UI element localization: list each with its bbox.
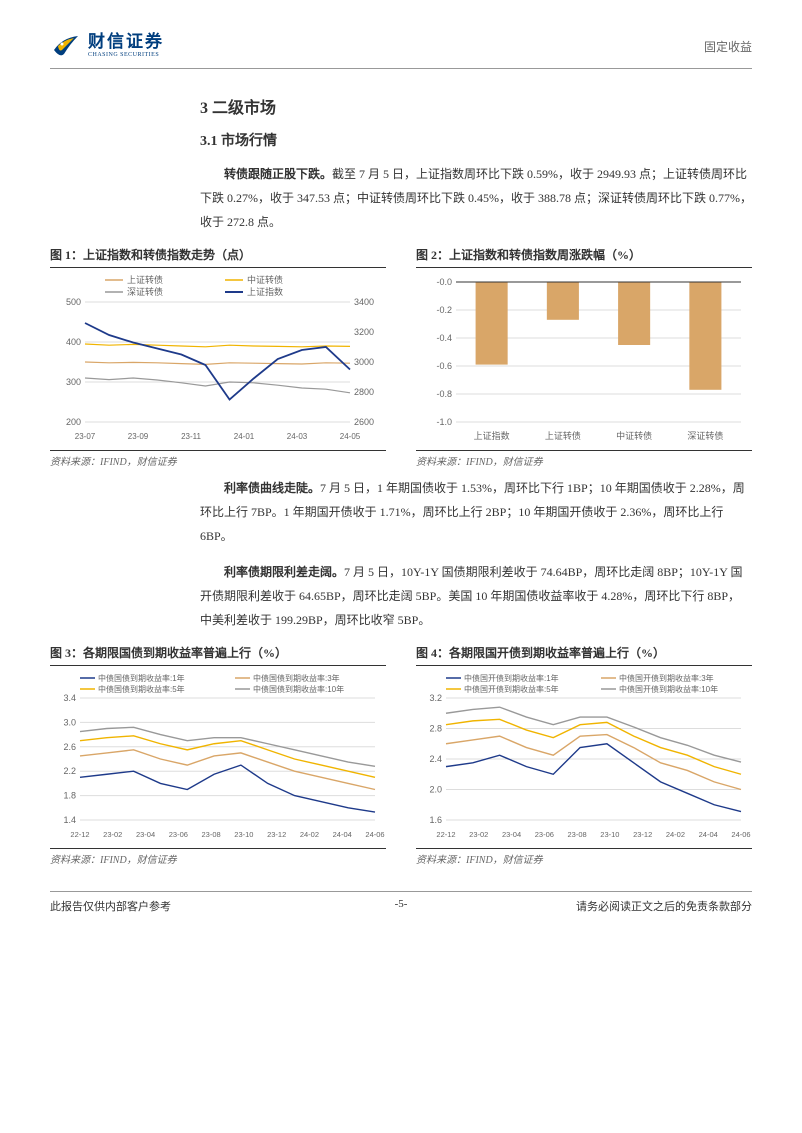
svg-text:2800: 2800 — [354, 387, 374, 397]
svg-text:200: 200 — [66, 417, 81, 427]
svg-text:中证转债: 中证转债 — [247, 274, 283, 285]
svg-text:23-02: 23-02 — [469, 830, 488, 839]
footer-left: 此报告仅供内部客户参考 — [50, 898, 171, 914]
svg-text:-0.6: -0.6 — [436, 361, 452, 371]
svg-text:2600: 2600 — [354, 417, 374, 427]
svg-text:2.0: 2.0 — [429, 785, 442, 795]
svg-text:24-03: 24-03 — [287, 432, 308, 441]
chart4-svg: 中债国开债到期收益率:1年 中债国开债到期收益率:3年中债国开债到期收益率:5年 中… — [416, 670, 751, 845]
svg-text:1.6: 1.6 — [429, 815, 442, 825]
svg-text:24-02: 24-02 — [666, 830, 685, 839]
paragraph-2: 利率债曲线走陡。7 月 5 日，1 年期国债收于 1.53%，周环比下行 1BP… — [200, 476, 752, 548]
svg-text:3.4: 3.4 — [63, 693, 76, 703]
logo-icon — [50, 30, 82, 62]
svg-text:上证转债: 上证转债 — [127, 274, 163, 285]
chart3-title: 图 3：各期限国债到期收益率普遍上行（%） — [50, 644, 386, 661]
svg-text:3.0: 3.0 — [63, 717, 76, 727]
svg-text:中债国开债到期收益率:3年: 中债国开债到期收益率:3年 — [619, 673, 714, 683]
svg-text:中债国债到期收益率:10年: 中债国债到期收益率:10年 — [253, 684, 344, 694]
svg-text:1.4: 1.4 — [63, 815, 76, 825]
svg-text:上证转债: 上证转债 — [545, 430, 581, 441]
chart1-svg: 上证转债 中证转债深证转债 上证指数 200 300 400 500 2600 2800 3000… — [50, 272, 385, 447]
svg-text:上证指数: 上证指数 — [474, 430, 510, 441]
svg-text:-1.0: -1.0 — [436, 417, 452, 427]
svg-text:23-04: 23-04 — [502, 830, 521, 839]
svg-text:23-02: 23-02 — [103, 830, 122, 839]
svg-text:3.2: 3.2 — [429, 693, 442, 703]
svg-text:2.6: 2.6 — [63, 742, 76, 752]
svg-text:23-08: 23-08 — [202, 830, 221, 839]
svg-text:中债国开债到期收益率:10年: 中债国开债到期收益率:10年 — [619, 684, 718, 694]
svg-text:中债国债到期收益率:1年: 中债国债到期收益率:1年 — [98, 673, 185, 683]
svg-text:3400: 3400 — [354, 297, 374, 307]
svg-text:24-06: 24-06 — [365, 830, 384, 839]
chart3-source: 资料来源：IFIND，财信证券 — [50, 848, 386, 866]
svg-text:500: 500 — [66, 297, 81, 307]
svg-text:中债国债到期收益率:5年: 中债国债到期收益率:5年 — [98, 684, 185, 694]
chart2-svg: -1.0 -0.8 -0.6 -0.4 -0.2 -0.0 上证指数 上证转债 中证转债 深证转债 — [416, 272, 751, 447]
svg-text:23-06: 23-06 — [535, 830, 554, 839]
brand-name-cn: 财信证券 — [88, 33, 164, 52]
section-heading: 3 二级市场 — [200, 94, 752, 118]
svg-text:23-08: 23-08 — [568, 830, 587, 839]
svg-text:23-07: 23-07 — [75, 432, 96, 441]
subsection-heading: 3.1 市场行情 — [200, 130, 752, 150]
paragraph-1: 转债跟随正股下跌。截至 7 月 5 日，上证指数周环比下跌 0.59%，收于 2… — [200, 162, 752, 234]
svg-text:中债国开债到期收益率:1年: 中债国开债到期收益率:1年 — [464, 673, 559, 683]
header-section: 固定收益 — [704, 38, 752, 55]
svg-text:24-01: 24-01 — [234, 432, 255, 441]
svg-text:24-02: 24-02 — [300, 830, 319, 839]
svg-text:300: 300 — [66, 377, 81, 387]
svg-text:22-12: 22-12 — [436, 830, 455, 839]
svg-text:23-10: 23-10 — [234, 830, 253, 839]
svg-text:24-05: 24-05 — [340, 432, 361, 441]
svg-text:中债国开债到期收益率:5年: 中债国开债到期收益率:5年 — [464, 684, 559, 694]
svg-text:23-06: 23-06 — [169, 830, 188, 839]
brand-name-en: CHASING SECURITIES — [88, 52, 164, 59]
svg-text:24-04: 24-04 — [333, 830, 352, 839]
page-footer: 此报告仅供内部客户参考 -5- 请务必阅读正文之后的免责条款部分 — [50, 891, 752, 914]
svg-text:23-11: 23-11 — [181, 432, 201, 441]
paragraph-3: 利率债期限利差走阔。7 月 5 日，10Y-1Y 国债期限利差收于 74.64B… — [200, 560, 752, 632]
svg-text:23-12: 23-12 — [633, 830, 652, 839]
chart4-title: 图 4：各期限国开债到期收益率普遍上行（%） — [416, 644, 752, 661]
chart4-source: 资料来源：IFIND，财信证券 — [416, 848, 752, 866]
svg-text:2.8: 2.8 — [429, 724, 442, 734]
svg-text:22-12: 22-12 — [70, 830, 89, 839]
svg-text:中证转债: 中证转债 — [616, 430, 652, 441]
footer-page-num: -5- — [395, 898, 408, 910]
brand-logo: 财信证券 CHASING SECURITIES — [50, 30, 164, 62]
svg-text:400: 400 — [66, 337, 81, 347]
svg-text:23-09: 23-09 — [128, 432, 149, 441]
chart1-source: 资料来源：IFIND，财信证券 — [50, 450, 386, 468]
svg-text:2.4: 2.4 — [429, 754, 442, 764]
svg-text:-0.2: -0.2 — [436, 305, 452, 315]
chart2-source: 资料来源：IFIND，财信证券 — [416, 450, 752, 468]
chart2-title: 图 2：上证指数和转债指数周涨跌幅（%） — [416, 246, 752, 263]
svg-text:23-10: 23-10 — [600, 830, 619, 839]
svg-text:-0.4: -0.4 — [436, 333, 452, 343]
svg-text:深证转债: 深证转债 — [127, 286, 163, 297]
svg-text:2.2: 2.2 — [63, 766, 76, 776]
svg-text:深证转债: 深证转债 — [687, 430, 723, 441]
svg-text:24-04: 24-04 — [699, 830, 718, 839]
svg-text:1.8: 1.8 — [63, 791, 76, 801]
svg-text:24-06: 24-06 — [731, 830, 750, 839]
svg-text:上证指数: 上证指数 — [247, 286, 283, 297]
svg-text:中债国债到期收益率:3年: 中债国债到期收益率:3年 — [253, 673, 340, 683]
svg-text:23-12: 23-12 — [267, 830, 286, 839]
svg-text:-0.0: -0.0 — [436, 277, 452, 287]
chart3-svg: 中债国债到期收益率:1年 中债国债到期收益率:3年中债国债到期收益率:5年 中债国债… — [50, 670, 385, 845]
chart1-title: 图 1：上证指数和转债指数走势（点） — [50, 246, 386, 263]
svg-text:23-04: 23-04 — [136, 830, 155, 839]
page-header: 财信证券 CHASING SECURITIES 固定收益 — [50, 30, 752, 69]
footer-right: 请务必阅读正文之后的免责条款部分 — [576, 898, 752, 914]
svg-text:3000: 3000 — [354, 357, 374, 367]
svg-text:-0.8: -0.8 — [436, 389, 452, 399]
svg-text:3200: 3200 — [354, 327, 374, 337]
